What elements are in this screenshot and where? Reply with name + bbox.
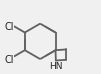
Text: Cl: Cl <box>5 22 14 32</box>
Text: HN: HN <box>49 62 62 71</box>
Text: Cl: Cl <box>5 55 14 65</box>
